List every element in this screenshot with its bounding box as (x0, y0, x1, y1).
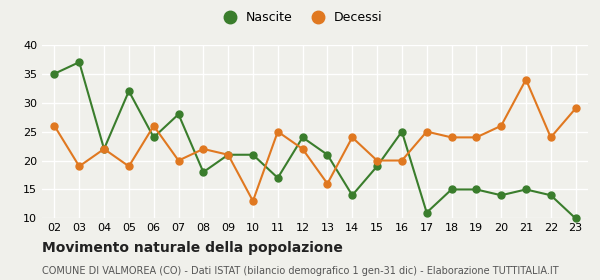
Nascite (224, 153, 232, 157)
Nascite (572, 217, 579, 220)
Nascite (349, 193, 356, 197)
Decessi (398, 159, 406, 162)
Decessi (473, 136, 480, 139)
Decessi (100, 147, 107, 151)
Nascite (398, 130, 406, 133)
Decessi (150, 124, 157, 127)
Line: Nascite: Nascite (51, 59, 579, 222)
Decessi (448, 136, 455, 139)
Text: Movimento naturale della popolazione: Movimento naturale della popolazione (42, 241, 343, 255)
Nascite (175, 113, 182, 116)
Decessi (373, 159, 380, 162)
Decessi (125, 165, 133, 168)
Decessi (224, 153, 232, 157)
Nascite (200, 171, 207, 174)
Decessi (324, 182, 331, 185)
Nascite (125, 89, 133, 93)
Nascite (497, 193, 505, 197)
Decessi (299, 147, 306, 151)
Nascite (299, 136, 306, 139)
Text: COMUNE DI VALMOREA (CO) - Dati ISTAT (bilancio demografico 1 gen-31 dic) - Elabo: COMUNE DI VALMOREA (CO) - Dati ISTAT (bi… (42, 266, 559, 276)
Nascite (448, 188, 455, 191)
Decessi (523, 78, 530, 81)
Decessi (423, 130, 430, 133)
Nascite (76, 60, 83, 64)
Nascite (100, 147, 107, 151)
Nascite (523, 188, 530, 191)
Decessi (547, 136, 554, 139)
Decessi (76, 165, 83, 168)
Nascite (51, 72, 58, 75)
Decessi (51, 124, 58, 127)
Decessi (250, 199, 257, 203)
Decessi (349, 136, 356, 139)
Nascite (150, 136, 157, 139)
Nascite (547, 193, 554, 197)
Decessi (200, 147, 207, 151)
Nascite (423, 211, 430, 214)
Decessi (274, 130, 281, 133)
Nascite (373, 165, 380, 168)
Legend: Nascite, Decessi: Nascite, Decessi (212, 6, 388, 29)
Nascite (473, 188, 480, 191)
Decessi (497, 124, 505, 127)
Decessi (175, 159, 182, 162)
Decessi (572, 107, 579, 110)
Nascite (324, 153, 331, 157)
Nascite (250, 153, 257, 157)
Line: Decessi: Decessi (51, 76, 579, 204)
Nascite (274, 176, 281, 179)
